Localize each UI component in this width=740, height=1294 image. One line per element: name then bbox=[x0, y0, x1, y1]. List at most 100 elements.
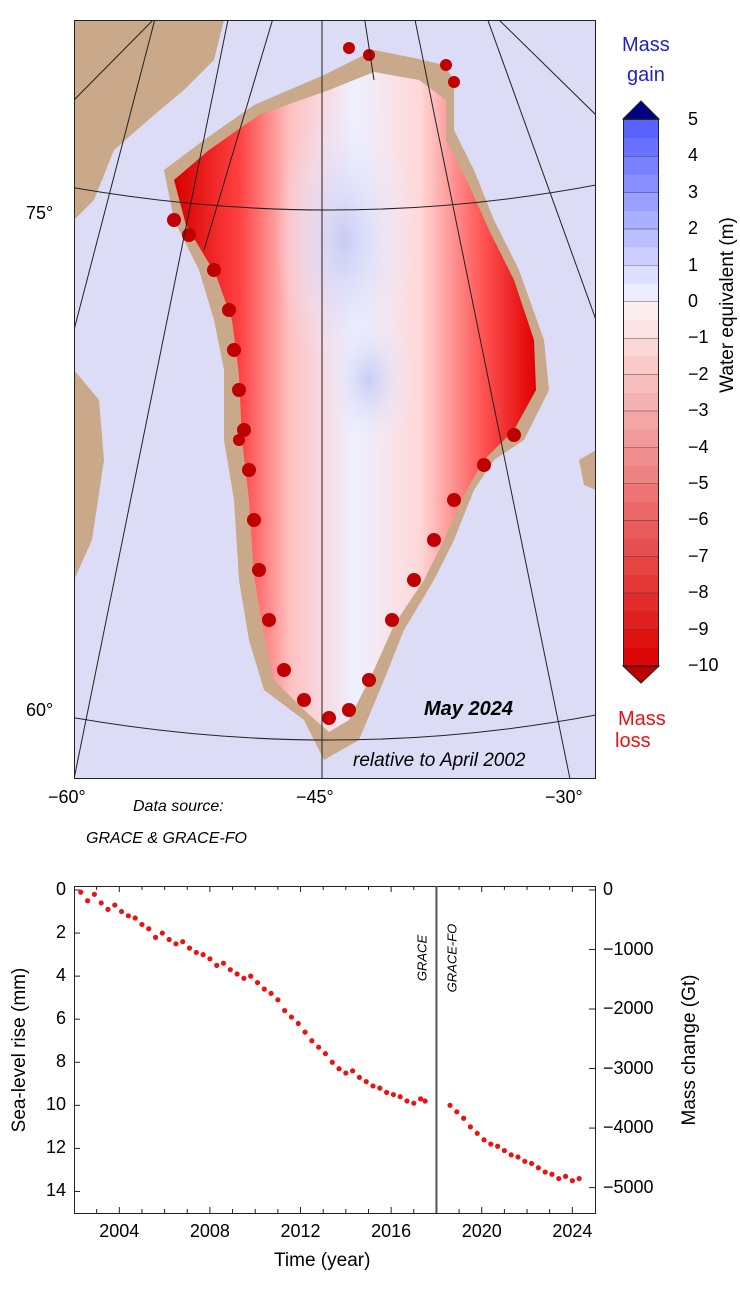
x-axis-label: Time (year) bbox=[274, 1250, 371, 1271]
lon-label-minus60: −60° bbox=[48, 787, 86, 807]
colorbar-tick-label: 4 bbox=[688, 145, 699, 166]
data-point bbox=[282, 1007, 288, 1014]
data-point bbox=[241, 975, 247, 981]
data-point bbox=[166, 936, 172, 943]
data-point bbox=[522, 1158, 528, 1164]
data-point bbox=[447, 1102, 453, 1108]
data-point bbox=[98, 900, 104, 906]
data-point bbox=[309, 1038, 315, 1044]
colorbar-gain-label-1: Mass bbox=[622, 34, 670, 56]
data-point bbox=[152, 934, 159, 940]
colorbar-step bbox=[623, 629, 659, 649]
colorbar-step bbox=[623, 338, 659, 358]
data-point bbox=[288, 1014, 295, 1020]
data-point bbox=[576, 1175, 582, 1182]
colorbar-step bbox=[623, 447, 659, 467]
colorbar-step bbox=[623, 374, 659, 394]
data-point bbox=[302, 1029, 308, 1035]
colorbar-step bbox=[623, 647, 659, 667]
y-tick-label: 0 bbox=[55, 879, 66, 899]
data-point bbox=[275, 997, 281, 1003]
data-point bbox=[549, 1171, 555, 1177]
y2-tick-label: 0 bbox=[603, 879, 614, 899]
graticule bbox=[74, 20, 596, 779]
data-point bbox=[494, 1143, 501, 1149]
colorbar-step bbox=[623, 211, 659, 230]
data-point bbox=[404, 1098, 410, 1104]
data-point bbox=[254, 979, 261, 986]
data-point bbox=[454, 1109, 460, 1115]
baffin-land bbox=[74, 370, 104, 580]
colorbar-tick-label: −1 bbox=[688, 327, 709, 348]
iceland-land bbox=[579, 450, 596, 490]
colorbar-step bbox=[623, 283, 659, 303]
colorbar-tick-label: 5 bbox=[688, 109, 699, 129]
y-tick-label: 6 bbox=[55, 1008, 66, 1029]
data-point bbox=[132, 915, 138, 921]
colorbar-step bbox=[623, 575, 659, 594]
colorbar-step bbox=[623, 229, 659, 248]
data-point bbox=[105, 906, 111, 912]
x-tick-label: 2024 bbox=[552, 1221, 593, 1241]
data-source-label: Data source: bbox=[133, 798, 224, 815]
data-point bbox=[78, 889, 84, 895]
colorbar-step bbox=[623, 465, 659, 485]
data-point bbox=[295, 1020, 301, 1027]
colorbar-tick-label: −6 bbox=[688, 509, 709, 530]
y-tick-label: 8 bbox=[55, 1051, 66, 1072]
colorbar-tick-label: −8 bbox=[688, 582, 709, 603]
data-point bbox=[207, 956, 213, 962]
colorbar-step bbox=[623, 174, 659, 194]
colorbar-step bbox=[623, 393, 659, 412]
colorbar-loss-label-1: Mass bbox=[618, 708, 666, 730]
y-tick-label: 4 bbox=[55, 965, 66, 986]
data-point bbox=[562, 1173, 569, 1179]
data-point bbox=[227, 967, 233, 973]
data-point bbox=[508, 1152, 514, 1158]
mission-label-grace: GRACE bbox=[414, 935, 429, 982]
data-point bbox=[180, 939, 186, 945]
colorbar-axis-label: Water equivalent (m) bbox=[717, 217, 738, 393]
data-point bbox=[125, 913, 131, 919]
data-point bbox=[515, 1154, 521, 1160]
data-point bbox=[343, 1070, 349, 1076]
colorbar-tick-label: −5 bbox=[688, 473, 709, 493]
data-point bbox=[220, 960, 227, 966]
data-point bbox=[356, 1074, 363, 1080]
colorbar-step bbox=[623, 429, 659, 449]
data-point bbox=[200, 952, 206, 958]
colorbar-step bbox=[623, 611, 659, 631]
data-point bbox=[397, 1094, 403, 1100]
data-point bbox=[390, 1091, 396, 1098]
data-point bbox=[322, 1051, 329, 1057]
colorbar-tick-label: −10 bbox=[688, 655, 719, 675]
data-point bbox=[363, 1079, 369, 1085]
data-point bbox=[193, 949, 199, 956]
data-point bbox=[214, 962, 220, 968]
x-tick-label: 2016 bbox=[371, 1221, 412, 1241]
y-tick-label: 12 bbox=[45, 1137, 66, 1158]
y2-tick-label: −3000 bbox=[603, 1057, 654, 1078]
lon-label-minus30: −30° bbox=[545, 787, 583, 807]
data-point bbox=[91, 891, 97, 897]
colorbar-step bbox=[623, 247, 659, 267]
x-tick-label: 2020 bbox=[461, 1221, 502, 1241]
colorbar-step bbox=[623, 484, 659, 503]
colorbar-step bbox=[623, 593, 659, 612]
colorbar-step bbox=[623, 265, 659, 285]
colorbar bbox=[621, 100, 661, 684]
x-tick-label: 2004 bbox=[99, 1221, 140, 1241]
data-point bbox=[370, 1083, 376, 1089]
data-source-value: GRACE & GRACE-FO bbox=[86, 830, 247, 847]
map-relative-label: relative to April 2002 bbox=[353, 750, 526, 771]
data-point bbox=[556, 1175, 562, 1182]
mission-label-grace-fo: GRACE-FO bbox=[444, 924, 459, 993]
data-point bbox=[542, 1169, 548, 1175]
data-point bbox=[481, 1137, 487, 1143]
colorbar-tick-label: 1 bbox=[688, 254, 699, 275]
data-point bbox=[350, 1068, 356, 1074]
map-date-label: May 2024 bbox=[424, 698, 513, 720]
x-tick-label: 2012 bbox=[280, 1221, 321, 1241]
data-point bbox=[461, 1115, 467, 1121]
colorbar-tick-label: −2 bbox=[688, 363, 709, 384]
